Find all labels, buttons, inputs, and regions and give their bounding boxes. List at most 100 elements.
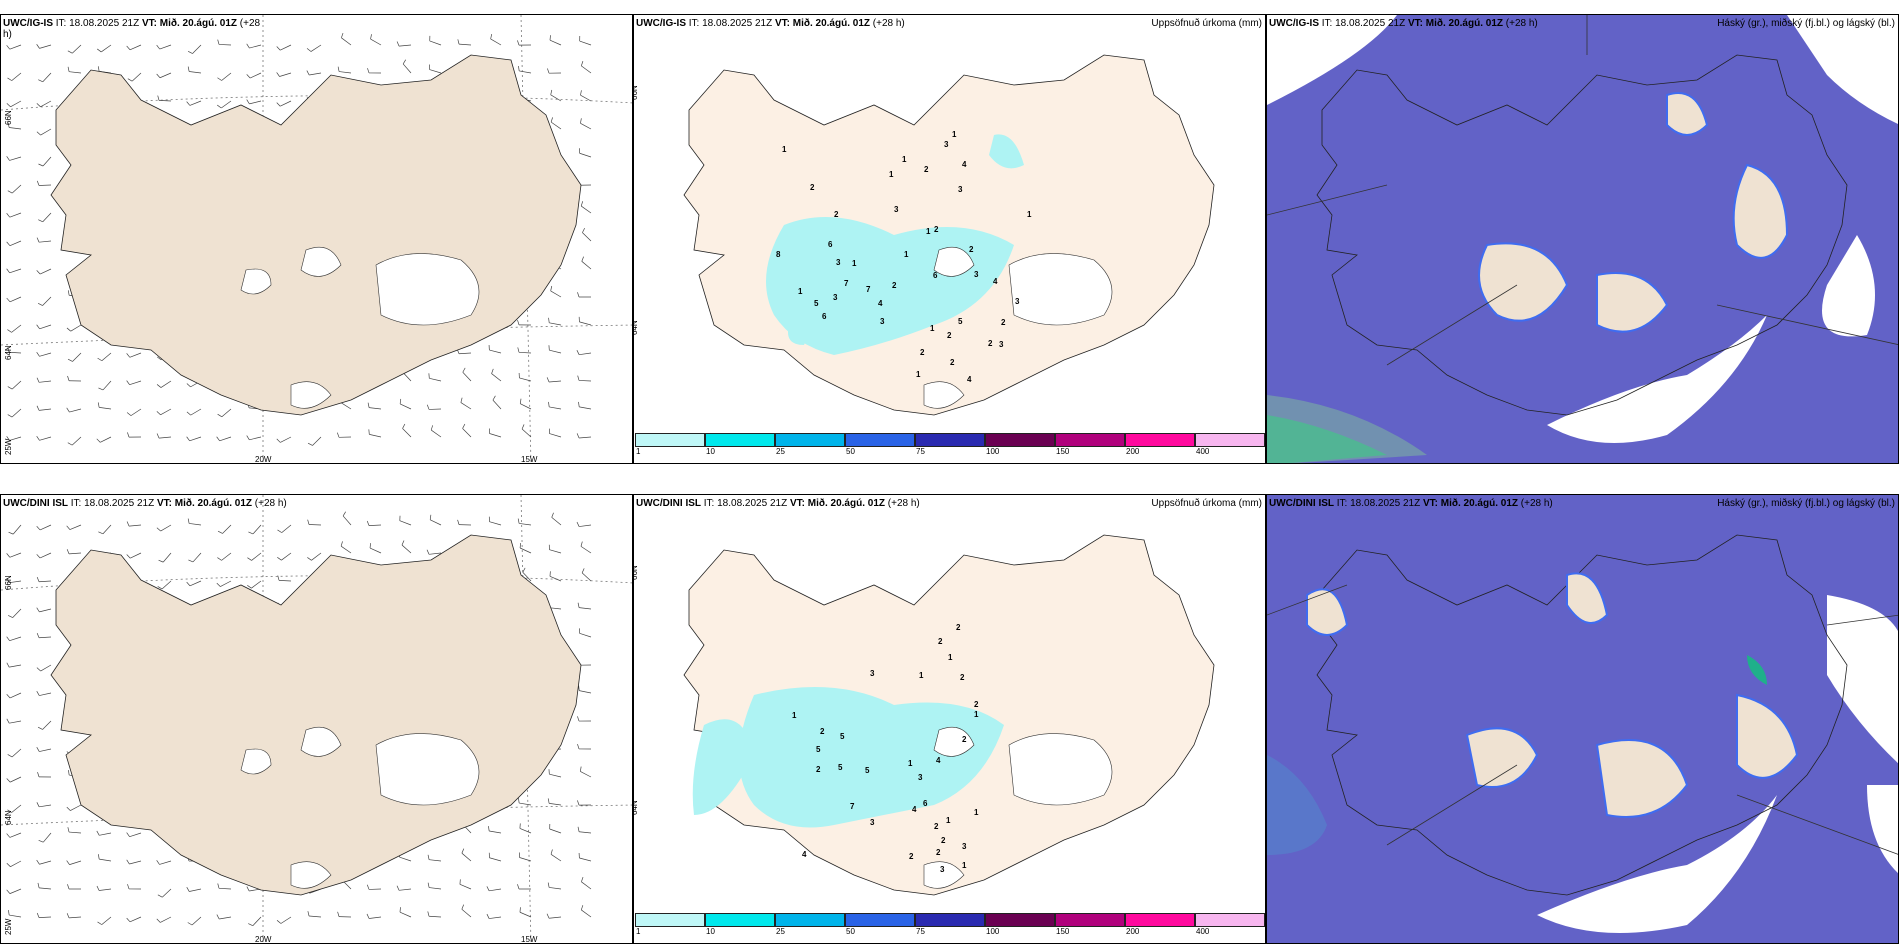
wind-barb [9,888,22,894]
wind-barb-flag [576,433,580,439]
wind-barb-flag [486,913,490,919]
panel-title: Uppsöfnuð úrkoma (mm) [1151,18,1262,29]
wind-barb-flag [337,66,340,72]
wind-barb-flag [276,46,281,51]
wind-barb-flag [460,397,463,403]
wind-barb [39,552,52,559]
wind-barb [549,39,562,46]
wind-barb-flag [517,40,520,46]
colorbar-swatch [985,433,1055,447]
wind-barb-flag [277,557,282,561]
panel-header: UWC/IG-IS IT: 18.08.2025 21Z VT: Mið. 20… [636,18,905,29]
wind-barb-flag [521,424,525,430]
valid-time: VT: Mið. 20.ágú. 01Z [789,498,885,509]
wind-barb-flag [38,163,44,167]
wind-barb-flag [517,884,520,890]
precip-value: 3 [974,270,979,279]
wind-barb [42,296,52,306]
wind-barb-flag [457,39,460,45]
colorbar-tick: 10 [706,447,715,456]
wind-barb-flag [156,918,161,923]
wind-barb [519,351,532,354]
lead-time: (+28 h) [872,18,905,29]
wind-barb-flag [6,436,10,441]
wind-barb [42,156,52,167]
wind-barb-flag [581,256,584,262]
wind-barb [578,380,592,382]
wind-barb [99,407,112,410]
wind-barb [40,128,52,136]
wind-barb-flag [157,95,160,101]
precip-panel-top: UWC/IG-IS IT: 18.08.2025 21Z VT: Mið. 20… [633,14,1266,464]
wind-barb-flag [550,849,553,855]
precip-value: 1 [908,759,913,768]
wind-barb [579,352,592,356]
wind-barb-flag [38,219,43,223]
wind-barb [102,380,112,391]
valid-time: VT: Mið. 20.ágú. 01Z [1422,498,1518,509]
wind-barb-flag [550,89,553,95]
wind-barb [11,380,22,390]
precip-value: 3 [999,340,1004,349]
init-time: IT: 18.08.2025 21Z [70,498,155,509]
wind-barb-flag [427,854,430,860]
colorbar-swatch [1055,433,1125,447]
wind-barb-flag [246,99,250,105]
wind-barb [162,552,172,563]
wind-barb [72,352,82,362]
panel-header: UWC/DINI ISL IT: 18.08.2025 21Z VT: Mið.… [3,498,287,509]
lat-label-66: 66N [4,110,13,125]
wind-barb [189,100,202,106]
wind-barb-flag [7,414,13,418]
wind-barb-flag [367,402,370,408]
wind-barb [462,372,472,382]
wind-barb-flag [156,527,161,532]
wind-barb [280,44,292,51]
wind-barb [189,888,202,892]
wind-barb [100,436,112,443]
wind-barb [341,37,352,46]
wind-barb [39,636,52,639]
wind-barb [401,544,412,554]
init-time: IT: 18.08.2025 21Z [55,18,140,29]
colorbar-swatch [1125,433,1195,447]
colorbar-swatch [1055,913,1125,927]
wind-barb-flag [548,401,550,407]
iceland-land [1316,54,1848,416]
precip-value: 4 [993,277,998,286]
wind-barb-flag [248,531,254,535]
wind-barb-flag [36,607,40,613]
wind-barb-flag [246,74,251,79]
wind-barb-flag [36,324,40,329]
wind-barb [12,608,22,618]
wind-barb-flag [67,827,70,833]
wind-barb-flag [156,44,160,50]
precip-value: 2 [969,245,974,254]
wind-barb [70,324,82,332]
wind-barb-flag [548,317,550,323]
wind-barb-flag [126,832,130,837]
wind-barb-flag [6,718,10,724]
wind-barb-flag [186,101,191,106]
wind-barb-flag [547,798,550,804]
precip-value: 2 [956,623,961,632]
wind-barb-flag [97,402,100,408]
wind-barb [39,436,52,441]
wind-barb [399,44,412,47]
wind-barb-flag [6,862,11,867]
wind-barb-flag [402,59,407,65]
wind-barb [549,380,562,383]
wind-barb [550,854,562,862]
wind-barb [370,38,382,46]
wind-barb [130,408,142,416]
wind-barb [9,268,22,274]
wind-barb-flag [581,876,584,882]
precip-value: 1 [782,145,787,154]
wind-barb-flag [187,50,193,54]
wind-barb-flag [97,357,103,362]
precip-value: 4 [802,850,807,859]
colorbar-swatch [845,913,915,927]
precip-value: 3 [918,773,923,782]
colorbar-swatch [705,433,775,447]
wind-barb-flag [36,633,40,638]
